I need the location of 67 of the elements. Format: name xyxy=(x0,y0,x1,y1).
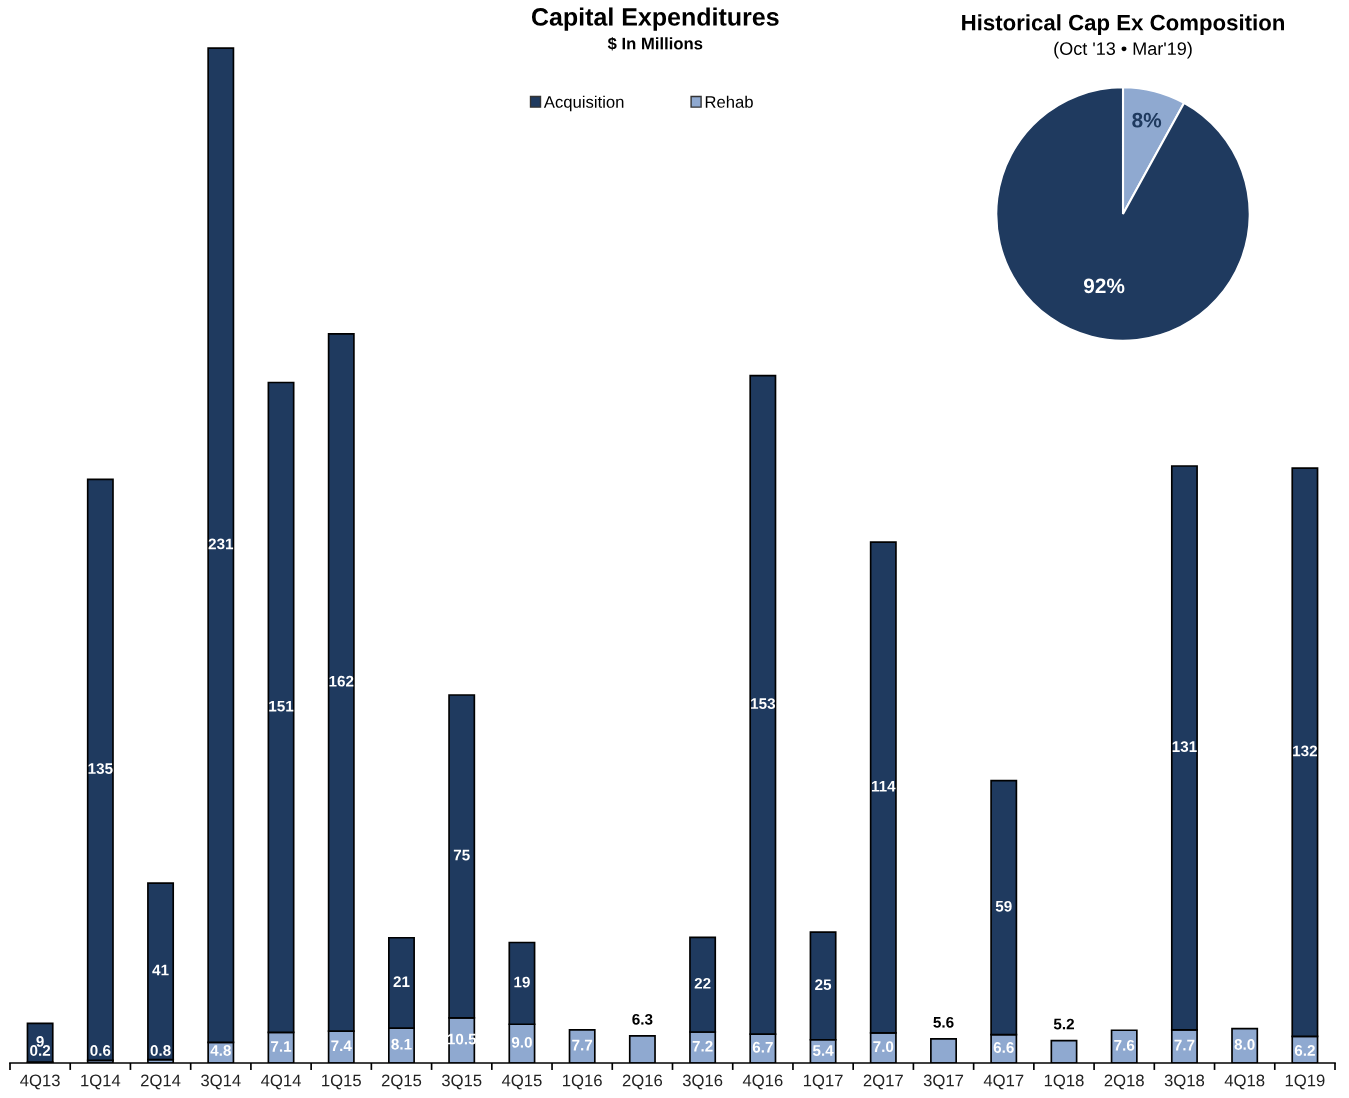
data-label: 22 xyxy=(694,977,711,989)
x-tick-label: 4Q13 xyxy=(20,1074,60,1090)
data-label: 5.2 xyxy=(1053,1018,1074,1030)
data-label: 6.7 xyxy=(752,1041,773,1053)
chart-title: Capital Expenditures xyxy=(531,7,779,31)
x-tick-label: 1Q17 xyxy=(803,1074,843,1090)
x-tick-label: 3Q16 xyxy=(682,1074,723,1090)
data-label: 5.4 xyxy=(812,1045,834,1056)
x-tick-label: 1Q14 xyxy=(81,1074,121,1090)
data-label: 151 xyxy=(269,700,294,712)
data-label: 9 xyxy=(36,1036,44,1047)
data-label: 7.1 xyxy=(271,1041,292,1052)
data-label: 59 xyxy=(995,900,1012,912)
x-tick-label: 2Q14 xyxy=(141,1074,181,1090)
data-label: 19 xyxy=(514,976,530,988)
x-tick-label: 4Q17 xyxy=(983,1074,1024,1090)
x-tick-label: 1Q15 xyxy=(322,1074,361,1090)
x-tick-label: 2Q18 xyxy=(1104,1074,1144,1090)
data-label: 41 xyxy=(152,964,169,976)
data-label: 231 xyxy=(208,538,234,550)
x-tick-label: 4Q15 xyxy=(501,1074,542,1090)
data-label: 5.6 xyxy=(933,1016,954,1028)
data-label: 21 xyxy=(393,976,410,987)
data-label: 7.7 xyxy=(572,1039,593,1051)
x-tick-label: 3Q17 xyxy=(923,1074,964,1090)
x-tick-label: 1Q16 xyxy=(563,1074,602,1090)
data-label: 6.3 xyxy=(632,1013,653,1025)
x-tick-label: 3Q15 xyxy=(441,1074,482,1090)
data-label: 153 xyxy=(751,698,776,709)
x-tick-label: 4Q18 xyxy=(1224,1074,1265,1090)
x-tick-label: 3Q18 xyxy=(1164,1074,1205,1090)
data-label: 8% xyxy=(1132,112,1162,128)
x-tick-label: 2Q15 xyxy=(381,1074,422,1090)
chart-title: Historical Cap Ex Composition xyxy=(962,14,1284,35)
data-label: 92% xyxy=(1083,278,1125,294)
x-tick-label: 1Q18 xyxy=(1044,1074,1084,1090)
legend-label: Acquisition xyxy=(543,95,624,112)
chart-subtitle: (Oct '13 • Mar'19) xyxy=(1054,41,1192,59)
data-label: 7.7 xyxy=(1174,1039,1195,1051)
data-label: 7.6 xyxy=(1114,1039,1135,1051)
data-label: 6.2 xyxy=(1294,1045,1315,1056)
x-tick-label: 2Q17 xyxy=(863,1074,903,1090)
data-label: 132 xyxy=(1293,745,1318,757)
x-tick-label: 4Q14 xyxy=(261,1074,301,1090)
data-label: 7.0 xyxy=(873,1041,894,1053)
data-label: 0.6 xyxy=(90,1045,111,1056)
data-label: 8.1 xyxy=(391,1038,412,1050)
data-label: 4.8 xyxy=(210,1045,231,1056)
data-label: 8.0 xyxy=(1234,1039,1255,1050)
chart-subtitle: $ In Millions xyxy=(607,36,703,51)
x-tick-label: 1Q19 xyxy=(1285,1074,1325,1090)
data-label: 0.8 xyxy=(150,1045,171,1056)
legend-label: Rehab xyxy=(705,95,753,108)
x-tick-label: 2Q16 xyxy=(622,1074,663,1090)
data-label: 135 xyxy=(88,763,113,774)
x-tick-label: 3Q14 xyxy=(201,1074,241,1090)
data-label: 162 xyxy=(329,675,354,687)
data-label: 7.2 xyxy=(692,1040,713,1052)
data-label: 114 xyxy=(871,780,896,792)
data-label: 0.2 xyxy=(30,1045,51,1056)
data-label: 25 xyxy=(815,979,832,991)
data-label: 75 xyxy=(453,849,470,861)
data-label: 9.0 xyxy=(511,1036,532,1048)
data-label: 7.4 xyxy=(331,1040,352,1052)
x-tick-label: 4Q16 xyxy=(742,1074,783,1090)
data-label: 6.6 xyxy=(993,1042,1014,1053)
data-label: 131 xyxy=(1172,741,1197,753)
